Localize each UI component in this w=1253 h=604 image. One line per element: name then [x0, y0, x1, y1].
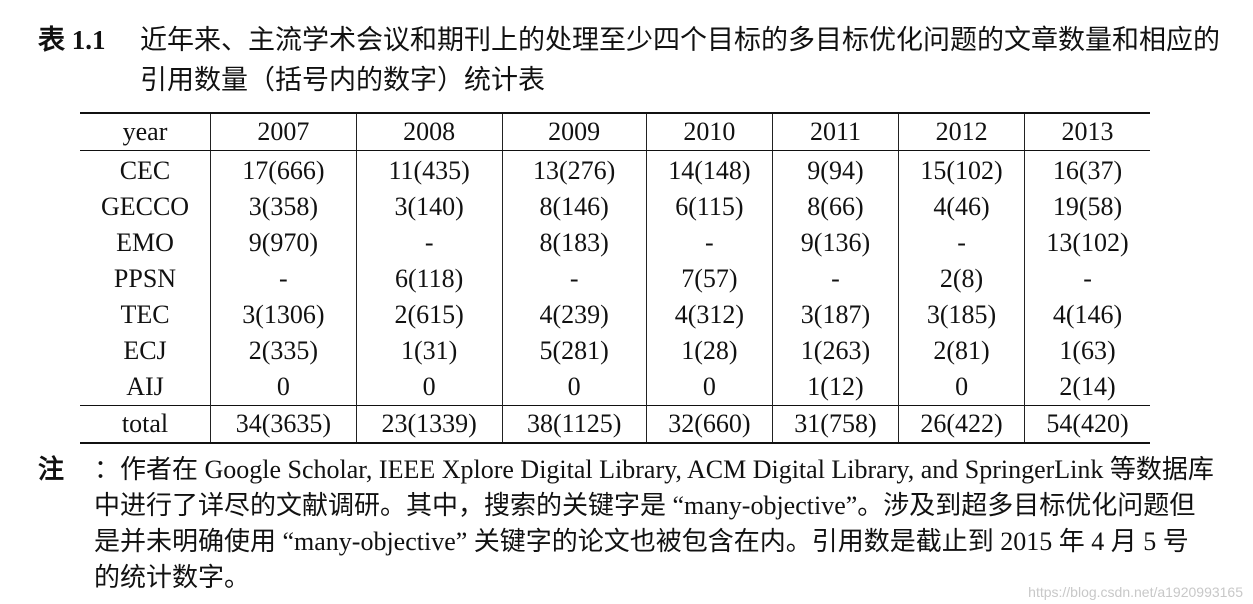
table-cell: 2(81): [898, 333, 1025, 369]
total-cell: 23(1339): [355, 405, 503, 444]
table-cell: 0: [501, 369, 647, 406]
table-cell: 0: [355, 369, 503, 406]
row-label: PPSN: [113, 264, 177, 293]
table-cell: -: [1024, 261, 1150, 297]
table-row: AIJ 0 0 0 0 1(12) 0 2(14): [80, 369, 1150, 406]
table-cell: 13(276): [501, 150, 647, 189]
header-row: year 2007 2008 2009 2010 2011 2012 2013: [80, 112, 1150, 151]
table-cell: 5(281): [501, 333, 647, 369]
note-text: ：作者在 Google Scholar, IEEE Xplore Digital…: [94, 455, 1214, 592]
header-cell: 2011: [771, 112, 899, 151]
total-row: total 34(3635) 23(1339) 38(1125) 32(660)…: [80, 405, 1150, 444]
table-cell: 1(63): [1024, 333, 1150, 369]
table-cell: 3(1306): [210, 297, 357, 333]
table-cell: 1(31): [355, 333, 503, 369]
row-label: total: [80, 405, 211, 444]
table-cell: -: [355, 225, 503, 261]
table-row: GECCO 3(358) 3(140) 8(146) 6(115) 8(66) …: [80, 189, 1150, 225]
table-cell: -: [771, 261, 899, 297]
table-row: EMO 9(970) - 8(183) - 9(136) - 13(102): [80, 225, 1150, 261]
header-cell: 2009: [501, 112, 647, 151]
total-cell: 34(3635): [210, 405, 357, 444]
table-cell: 1(28): [645, 333, 773, 369]
header-cell: year: [80, 112, 211, 151]
table-cell: 7(57): [645, 261, 773, 297]
table-cell: 2(14): [1024, 369, 1150, 406]
caption-label: 表 1.1: [38, 25, 106, 55]
table-cell: 8(183): [501, 225, 647, 261]
statistics-table: year 2007 2008 2009 2010 2011 2012 2013 …: [80, 112, 1150, 444]
watermark: https://blog.csdn.net/a1920993165: [1028, 584, 1243, 600]
table-cell: 13(102): [1024, 225, 1150, 261]
table-cell: 6(115): [645, 189, 773, 225]
header-cell: 2012: [898, 112, 1025, 151]
row-label: TEC: [120, 300, 170, 329]
row-label: ECJ: [123, 336, 167, 365]
table-cell: 1(12): [771, 369, 899, 406]
table-row: ECJ 2(335) 1(31) 5(281) 1(28) 1(263) 2(8…: [80, 333, 1150, 369]
table-cell: 11(435): [355, 150, 503, 189]
table-cell: 3(140): [355, 189, 503, 225]
table-cell: 4(146): [1024, 297, 1150, 333]
table-cell: 8(66): [771, 189, 899, 225]
table-cell: 4(312): [645, 297, 773, 333]
total-cell: 26(422): [898, 405, 1025, 444]
table-cell: 4(239): [501, 297, 647, 333]
table-cell: 2(335): [210, 333, 357, 369]
header-cell: 2007: [210, 112, 357, 151]
table-cell: 0: [210, 369, 357, 406]
table-cell: 3(187): [771, 297, 899, 333]
row-label: EMO: [116, 228, 174, 257]
table-cell: 9(970): [210, 225, 357, 261]
table-cell: 8(146): [501, 189, 647, 225]
table-cell: 9(94): [771, 150, 899, 189]
table-cell: -: [898, 225, 1025, 261]
header-cell: 2013: [1024, 112, 1150, 151]
note-label: 注: [38, 455, 65, 484]
table-cell: -: [645, 225, 773, 261]
table-cell: 3(358): [210, 189, 357, 225]
table-row: CEC 17(666) 11(435) 13(276) 14(148) 9(94…: [80, 150, 1150, 189]
caption-text: 近年来、主流学术会议和期刊上的处理至少四个目标的多目标优化问题的文章数量和相应的…: [140, 25, 1220, 95]
total-cell: 38(1125): [501, 405, 647, 444]
table-cell: -: [210, 261, 357, 297]
total-cell: 54(420): [1024, 405, 1150, 444]
table-cell: 19(58): [1024, 189, 1150, 225]
table-cell: 6(118): [355, 261, 503, 297]
table-cell: 15(102): [898, 150, 1025, 189]
header-cell: 2008: [355, 112, 503, 151]
table-row: PPSN - 6(118) - 7(57) - 2(8) -: [80, 261, 1150, 297]
table-cell: 3(185): [898, 297, 1025, 333]
header-cell: 2010: [645, 112, 773, 151]
row-label: GECCO: [100, 192, 190, 221]
table-cell: 2(615): [355, 297, 503, 333]
table-cell: -: [501, 261, 647, 297]
table-cell: 0: [645, 369, 773, 406]
table-cell: 2(8): [898, 261, 1025, 297]
table-cell: 9(136): [771, 225, 899, 261]
table-cell: 4(46): [898, 189, 1025, 225]
table-cell: 14(148): [645, 150, 773, 189]
total-cell: 32(660): [645, 405, 773, 444]
total-cell: 31(758): [771, 405, 899, 444]
table-cell: 1(263): [771, 333, 899, 369]
table-cell: 16(37): [1024, 150, 1150, 189]
row-label: CEC: [119, 156, 171, 185]
row-label: AIJ: [126, 372, 164, 401]
table-cell: 0: [898, 369, 1025, 406]
table-cell: 17(666): [210, 150, 357, 189]
table-row: TEC 3(1306) 2(615) 4(239) 4(312) 3(187) …: [80, 297, 1150, 333]
